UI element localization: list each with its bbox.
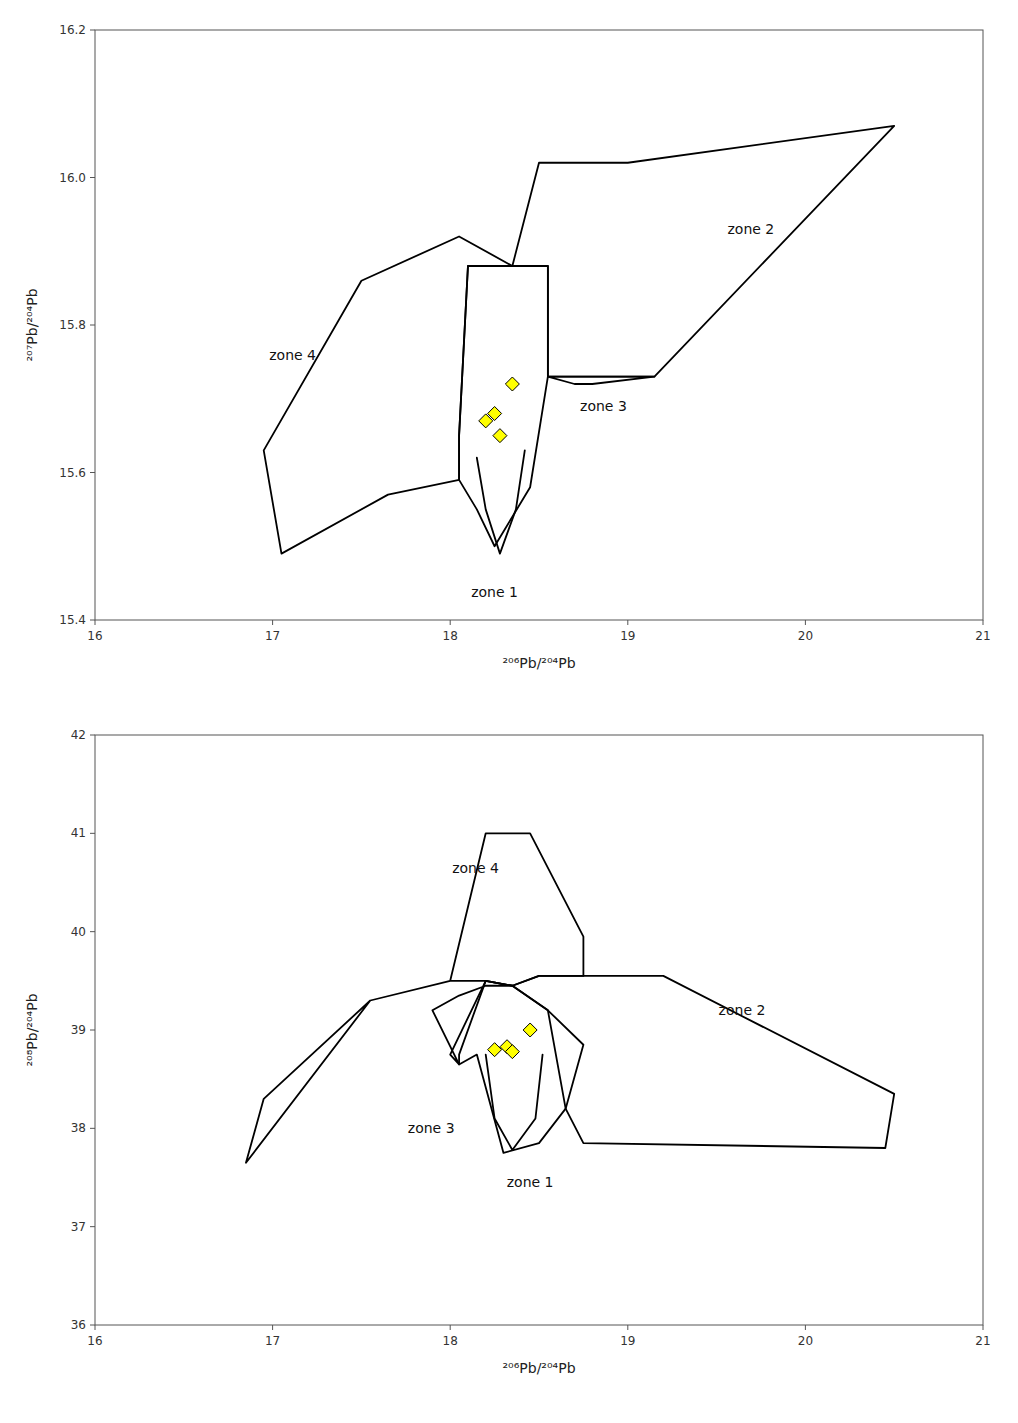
x-tick-label: 21 <box>975 1334 990 1348</box>
x-tick-label: 17 <box>265 629 280 643</box>
plot-frame <box>95 735 983 1325</box>
zone-label: zone 1 <box>471 584 518 600</box>
y-tick-label: 16.2 <box>59 23 86 37</box>
x-tick <box>983 1325 984 1330</box>
zone-label: zone 4 <box>269 347 316 363</box>
zone-label: zone 2 <box>727 221 774 237</box>
x-tick-label: 19 <box>620 1334 635 1348</box>
y-tick-label: 15.4 <box>59 613 86 627</box>
y-tick-label: 16.0 <box>59 171 86 185</box>
panel: 16 17 18 19 20 21 15.4 15.6 15.8 16.0 16.2 ²⁰⁶Pb/²⁰… <box>24 23 991 671</box>
diamond-point <box>505 1045 519 1059</box>
x-tick-label: 21 <box>975 629 990 643</box>
zone-outline <box>477 450 525 553</box>
plot-area <box>95 30 983 620</box>
diamond-point <box>488 1043 502 1057</box>
y-tick <box>90 833 95 834</box>
zone-outline <box>548 377 655 384</box>
y-tick-label: 39 <box>71 1023 86 1037</box>
plot-frame <box>95 30 983 620</box>
y-tick <box>90 1128 95 1129</box>
zone-label: zone 1 <box>507 1174 554 1190</box>
y-tick <box>90 1226 95 1227</box>
x-tick <box>805 1325 806 1330</box>
x-tick <box>627 620 628 625</box>
x-tick-label: 18 <box>443 1334 458 1348</box>
zone-outline <box>264 237 513 554</box>
x-tick <box>450 620 451 625</box>
y-tick <box>90 735 95 736</box>
zone-outline <box>459 981 583 1153</box>
zone-label: zone 3 <box>580 398 627 414</box>
y-axis-label: ²⁰⁸Pb/²⁰⁴Pb <box>24 993 40 1066</box>
x-tick-label: 20 <box>798 1334 813 1348</box>
zone-outline <box>432 981 512 1065</box>
y-tick <box>90 1030 95 1031</box>
y-tick <box>90 177 95 178</box>
x-tick <box>627 1325 628 1330</box>
x-tick <box>450 1325 451 1330</box>
x-tick <box>983 620 984 625</box>
x-tick-label: 17 <box>265 1334 280 1348</box>
zone-label: zone 3 <box>408 1120 455 1136</box>
y-tick <box>90 472 95 473</box>
zone-outline <box>459 266 548 546</box>
x-tick <box>805 620 806 625</box>
diamond-point <box>523 1023 537 1037</box>
y-tick <box>90 931 95 932</box>
y-tick-label: 15.6 <box>59 466 86 480</box>
panel: 16 17 18 19 20 21 36 37 38 39 40 41 42 ²⁰⁶Pb/²⁰⁴Pb ²⁰⁸… <box>24 728 991 1376</box>
x-tick <box>95 1325 96 1330</box>
x-tick-label: 16 <box>87 1334 102 1348</box>
diamond-point <box>493 429 507 443</box>
y-tick-label: 36 <box>71 1318 86 1332</box>
y-tick-label: 37 <box>71 1220 86 1234</box>
x-tick-label: 18 <box>443 629 458 643</box>
zone-outline <box>512 976 894 1148</box>
y-tick <box>90 1325 95 1326</box>
plot-area <box>95 735 983 1325</box>
x-axis-label: ²⁰⁶Pb/²⁰⁴Pb <box>502 1360 575 1376</box>
x-tick-label: 16 <box>87 629 102 643</box>
y-tick-label: 40 <box>71 925 86 939</box>
zone-label: zone 2 <box>719 1002 766 1018</box>
y-tick <box>90 325 95 326</box>
diamond-point <box>479 414 493 428</box>
y-tick-label: 15.8 <box>59 318 86 332</box>
y-tick <box>90 620 95 621</box>
x-axis-label: ²⁰⁶Pb/²⁰⁴Pb <box>502 655 575 671</box>
y-axis-label: ²⁰⁷Pb/²⁰⁴Pb <box>24 288 40 361</box>
x-tick-label: 19 <box>620 629 635 643</box>
x-tick <box>272 620 273 625</box>
figure: 16 17 18 19 20 21 15.4 15.6 15.8 16.0 16.2 ²⁰⁶Pb/²⁰… <box>0 0 1018 1423</box>
x-tick <box>272 1325 273 1330</box>
y-tick-label: 38 <box>71 1121 86 1135</box>
zone-outline <box>512 126 894 377</box>
y-tick-label: 41 <box>71 826 86 840</box>
x-tick <box>95 620 96 625</box>
zone-label: zone 4 <box>452 860 499 876</box>
zone-outline <box>486 1055 543 1150</box>
data-group <box>264 126 894 554</box>
y-tick-label: 42 <box>71 728 86 742</box>
y-tick <box>90 30 95 31</box>
data-group <box>246 833 894 1162</box>
diamond-point <box>505 377 519 391</box>
zone-outline <box>246 833 583 1162</box>
x-tick-label: 20 <box>798 629 813 643</box>
